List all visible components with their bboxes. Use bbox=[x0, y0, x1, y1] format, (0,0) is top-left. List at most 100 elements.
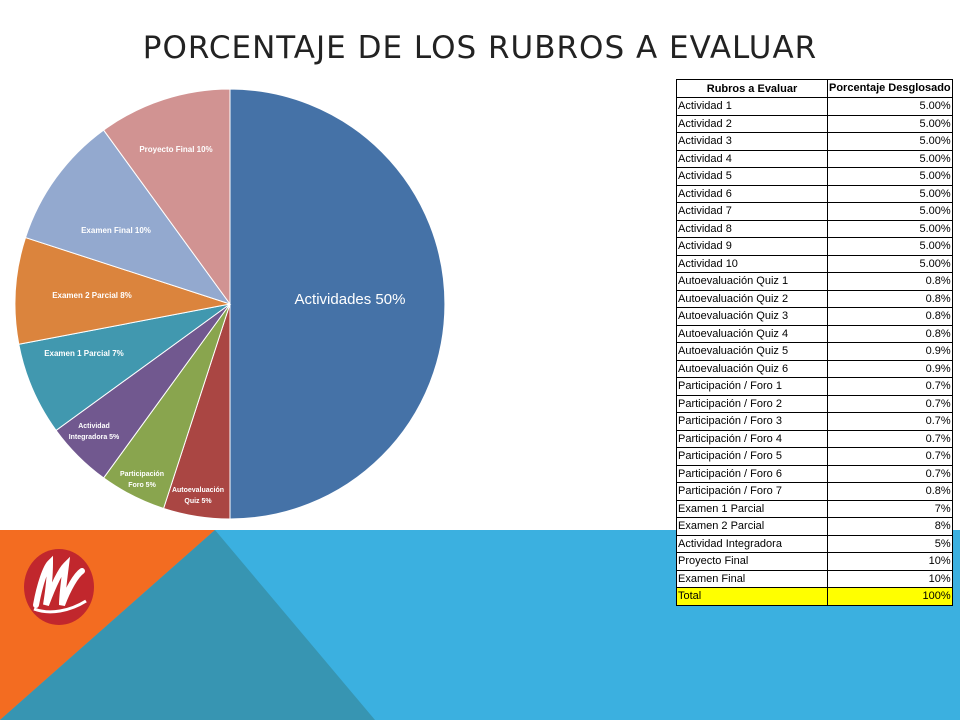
row-label: Autoevaluación Quiz 3 bbox=[676, 307, 828, 326]
table-row: Actividad 8 5.00% bbox=[676, 219, 953, 238]
pie-label: Proyecto Final 10% bbox=[139, 145, 212, 154]
row-label: Actividad 1 bbox=[676, 97, 828, 116]
pie-slice bbox=[102, 88, 231, 306]
table-row: Actividad 7 5.00% bbox=[676, 202, 953, 221]
table-total-row: Total 100% bbox=[676, 587, 953, 606]
row-label: Autoevaluación Quiz 4 bbox=[676, 324, 828, 343]
row-value: 0.9% bbox=[827, 359, 953, 378]
row-value: 0.7% bbox=[827, 464, 953, 483]
table-row: Actividad 4 5.00% bbox=[676, 149, 953, 168]
table-row: Actividad 2 5.00% bbox=[676, 114, 953, 133]
row-value: 5.00% bbox=[827, 167, 953, 186]
table-row: Actividad Integradora 5% bbox=[676, 534, 953, 553]
university-logo bbox=[24, 549, 94, 625]
pie-label: Autoevaluación Quiz 5% bbox=[172, 487, 224, 505]
pie-slice bbox=[24, 129, 232, 305]
row-value: 0.8% bbox=[827, 324, 953, 343]
pie-chart: Actividades 50% Autoevaluación Quiz 5% Part… bbox=[0, 80, 460, 530]
row-value: 0.8% bbox=[827, 289, 953, 308]
row-value: 10% bbox=[827, 569, 953, 588]
row-label: Examen Final bbox=[676, 569, 828, 588]
row-label: Examen 2 Parcial bbox=[676, 517, 828, 536]
pie-label: Participación Foro 5% bbox=[120, 471, 164, 489]
table-row: Examen 2 Parcial 8% bbox=[676, 517, 953, 536]
header-porcentaje: Porcentaje Desglosado bbox=[827, 79, 953, 98]
row-label: Actividad 10 bbox=[676, 254, 828, 273]
table-row: Participación / Foro 1 0.7% bbox=[676, 377, 953, 396]
row-label: Actividad 5 bbox=[676, 167, 828, 186]
table-row: Autoevaluación Quiz 4 0.8% bbox=[676, 324, 953, 343]
pie-slice bbox=[229, 88, 446, 520]
row-value: 5.00% bbox=[827, 219, 953, 238]
table-row: Actividad 10 5.00% bbox=[676, 254, 953, 273]
row-label: Participación / Foro 7 bbox=[676, 482, 828, 501]
table-row: Actividad 3 5.00% bbox=[676, 132, 953, 151]
page-title: PORCENTAJE DE LOS RUBROS A EVALUAR bbox=[142, 30, 818, 66]
total-label: Total bbox=[676, 587, 828, 606]
pie-label: Examen Final 10% bbox=[81, 226, 151, 235]
table-row: Autoevaluación Quiz 3 0.8% bbox=[676, 307, 953, 326]
pie-label: Examen 1 Parcial 7% bbox=[44, 349, 124, 358]
pie-label: Examen 2 Parcial 8% bbox=[52, 291, 132, 300]
table-row: Participación / Foro 4 0.7% bbox=[676, 429, 953, 448]
row-value: 0.7% bbox=[827, 377, 953, 396]
row-value: 5.00% bbox=[827, 202, 953, 221]
table-row: Actividad 9 5.00% bbox=[676, 237, 953, 256]
table-row: Actividad 5 5.00% bbox=[676, 167, 953, 186]
pie-label: Actividad Integradora 5% bbox=[69, 423, 120, 441]
table-row: Proyecto Final 10% bbox=[676, 552, 953, 571]
table-row: Examen Final 10% bbox=[676, 569, 953, 588]
pie-chart-svg: Actividades 50% Autoevaluación Quiz 5% Part… bbox=[14, 88, 446, 520]
row-label: Actividad Integradora bbox=[676, 534, 828, 553]
row-label: Participación / Foro 4 bbox=[676, 429, 828, 448]
row-label: Autoevaluación Quiz 1 bbox=[676, 272, 828, 291]
row-value: 7% bbox=[827, 499, 953, 518]
row-label: Examen 1 Parcial bbox=[676, 499, 828, 518]
row-label: Actividad 7 bbox=[676, 202, 828, 221]
row-label: Actividad 8 bbox=[676, 219, 828, 238]
row-label: Autoevaluación Quiz 5 bbox=[676, 342, 828, 361]
table-row: Autoevaluación Quiz 6 0.9% bbox=[676, 359, 953, 378]
row-value: 10% bbox=[827, 552, 953, 571]
teal-triangle bbox=[0, 530, 375, 720]
row-value: 5.00% bbox=[827, 184, 953, 203]
table-header-row: Rubros a Evaluar Porcentaje Desglosado bbox=[676, 79, 953, 98]
row-label: Actividad 6 bbox=[676, 184, 828, 203]
row-value: 5.00% bbox=[827, 254, 953, 273]
row-label: Autoevaluación Quiz 2 bbox=[676, 289, 828, 308]
total-value: 100% bbox=[827, 587, 953, 606]
table-row: Autoevaluación Quiz 5 0.9% bbox=[676, 342, 953, 361]
table-row: Actividad 1 5.00% bbox=[676, 97, 953, 116]
row-label: Participación / Foro 3 bbox=[676, 412, 828, 431]
row-label: Actividad 4 bbox=[676, 149, 828, 168]
table-row: Autoevaluación Quiz 2 0.8% bbox=[676, 289, 953, 308]
pie-slice bbox=[14, 236, 231, 345]
header-rubros: Rubros a Evaluar bbox=[676, 79, 828, 98]
table-row: Examen 1 Parcial 7% bbox=[676, 499, 953, 518]
row-label: Participación / Foro 5 bbox=[676, 447, 828, 466]
row-label: Participación / Foro 1 bbox=[676, 377, 828, 396]
table-row: Participación / Foro 6 0.7% bbox=[676, 464, 953, 483]
row-value: 0.7% bbox=[827, 447, 953, 466]
row-value: 5.00% bbox=[827, 114, 953, 133]
row-label: Autoevaluación Quiz 6 bbox=[676, 359, 828, 378]
row-label: Participación / Foro 2 bbox=[676, 394, 828, 413]
table-row: Actividad 6 5.00% bbox=[676, 184, 953, 203]
row-value: 5% bbox=[827, 534, 953, 553]
row-value: 0.8% bbox=[827, 307, 953, 326]
row-value: 5.00% bbox=[827, 149, 953, 168]
row-label: Actividad 9 bbox=[676, 237, 828, 256]
row-value: 5.00% bbox=[827, 97, 953, 116]
table-row: Participación / Foro 2 0.7% bbox=[676, 394, 953, 413]
row-label: Actividad 2 bbox=[676, 114, 828, 133]
row-value: 8% bbox=[827, 517, 953, 536]
table-row: Participación / Foro 5 0.7% bbox=[676, 447, 953, 466]
row-value: 5.00% bbox=[827, 132, 953, 151]
table-row: Autoevaluación Quiz 1 0.8% bbox=[676, 272, 953, 291]
row-label: Actividad 3 bbox=[676, 132, 828, 151]
row-value: 0.8% bbox=[827, 272, 953, 291]
row-value: 0.7% bbox=[827, 429, 953, 448]
row-label: Participación / Foro 6 bbox=[676, 464, 828, 483]
pie-label: Actividades 50% bbox=[295, 291, 406, 308]
row-value: 0.9% bbox=[827, 342, 953, 361]
